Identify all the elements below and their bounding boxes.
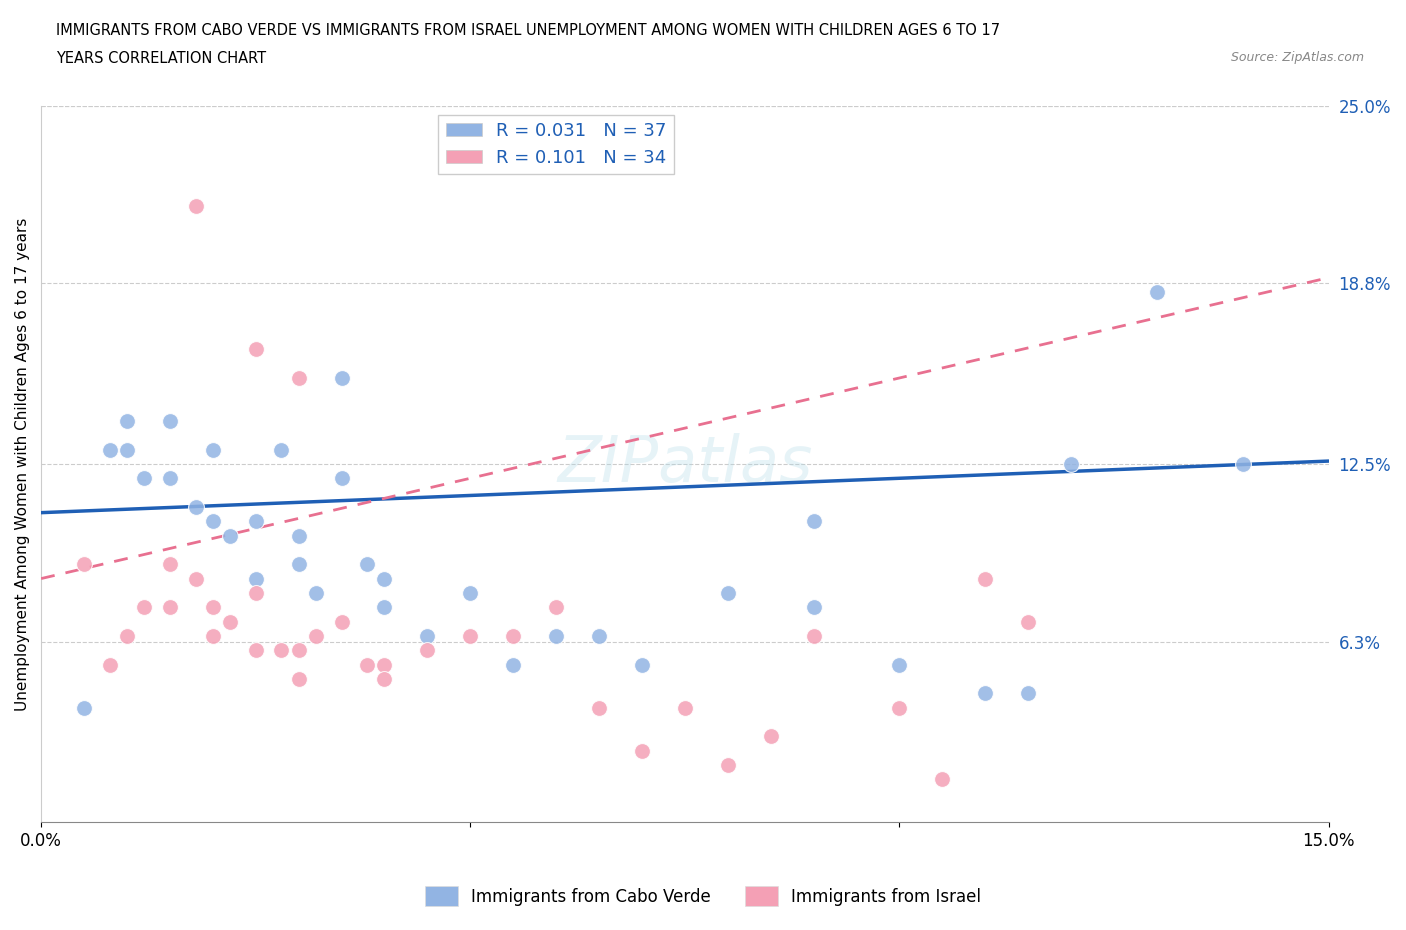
Legend: R = 0.031   N = 37, R = 0.101   N = 34: R = 0.031 N = 37, R = 0.101 N = 34 bbox=[439, 114, 673, 174]
Point bbox=[717, 757, 740, 772]
Point bbox=[270, 643, 292, 658]
Point bbox=[458, 629, 481, 644]
Text: ZIPatlas: ZIPatlas bbox=[557, 433, 813, 495]
Point bbox=[502, 658, 524, 672]
Point bbox=[673, 700, 696, 715]
Point bbox=[330, 614, 353, 629]
Point bbox=[245, 342, 267, 357]
Point bbox=[974, 685, 997, 700]
Text: Source: ZipAtlas.com: Source: ZipAtlas.com bbox=[1230, 51, 1364, 64]
Point bbox=[132, 471, 155, 485]
Point bbox=[889, 658, 911, 672]
Point bbox=[305, 586, 328, 601]
Point bbox=[356, 557, 378, 572]
Point bbox=[201, 442, 224, 457]
Point bbox=[803, 513, 825, 528]
Point bbox=[373, 658, 395, 672]
Point bbox=[546, 600, 568, 615]
Point bbox=[502, 629, 524, 644]
Point bbox=[416, 643, 439, 658]
Point bbox=[219, 528, 242, 543]
Point bbox=[803, 600, 825, 615]
Point bbox=[1017, 685, 1039, 700]
Point bbox=[287, 370, 309, 385]
Point bbox=[159, 471, 181, 485]
Point bbox=[1232, 457, 1254, 472]
Point bbox=[546, 629, 568, 644]
Legend: Immigrants from Cabo Verde, Immigrants from Israel: Immigrants from Cabo Verde, Immigrants f… bbox=[418, 880, 988, 912]
Point bbox=[245, 513, 267, 528]
Point bbox=[631, 658, 654, 672]
Point bbox=[588, 629, 610, 644]
Point bbox=[458, 586, 481, 601]
Point bbox=[201, 513, 224, 528]
Point bbox=[159, 600, 181, 615]
Point bbox=[759, 729, 782, 744]
Point bbox=[73, 700, 96, 715]
Point bbox=[98, 658, 121, 672]
Point bbox=[588, 700, 610, 715]
Point bbox=[305, 629, 328, 644]
Point bbox=[245, 586, 267, 601]
Point bbox=[73, 557, 96, 572]
Point bbox=[1060, 457, 1083, 472]
Point bbox=[115, 442, 138, 457]
Point bbox=[803, 629, 825, 644]
Point bbox=[201, 600, 224, 615]
Point bbox=[184, 199, 207, 214]
Point bbox=[717, 586, 740, 601]
Text: IMMIGRANTS FROM CABO VERDE VS IMMIGRANTS FROM ISRAEL UNEMPLOYMENT AMONG WOMEN WI: IMMIGRANTS FROM CABO VERDE VS IMMIGRANTS… bbox=[56, 23, 1000, 38]
Point bbox=[98, 442, 121, 457]
Point bbox=[889, 700, 911, 715]
Point bbox=[245, 643, 267, 658]
Point bbox=[159, 557, 181, 572]
Point bbox=[287, 557, 309, 572]
Point bbox=[373, 671, 395, 686]
Y-axis label: Unemployment Among Women with Children Ages 6 to 17 years: Unemployment Among Women with Children A… bbox=[15, 218, 30, 711]
Point bbox=[115, 414, 138, 429]
Point bbox=[184, 499, 207, 514]
Point bbox=[330, 370, 353, 385]
Point bbox=[201, 629, 224, 644]
Point bbox=[330, 471, 353, 485]
Point bbox=[245, 571, 267, 586]
Point bbox=[631, 743, 654, 758]
Point bbox=[1146, 285, 1168, 299]
Point bbox=[184, 571, 207, 586]
Point bbox=[219, 614, 242, 629]
Point bbox=[373, 571, 395, 586]
Point bbox=[974, 571, 997, 586]
Point bbox=[356, 658, 378, 672]
Point bbox=[931, 772, 953, 787]
Text: YEARS CORRELATION CHART: YEARS CORRELATION CHART bbox=[56, 51, 266, 66]
Point bbox=[159, 414, 181, 429]
Point bbox=[1017, 614, 1039, 629]
Point bbox=[373, 600, 395, 615]
Point bbox=[270, 442, 292, 457]
Point bbox=[115, 629, 138, 644]
Point bbox=[287, 643, 309, 658]
Point bbox=[287, 528, 309, 543]
Point bbox=[132, 600, 155, 615]
Point bbox=[416, 629, 439, 644]
Point bbox=[287, 671, 309, 686]
